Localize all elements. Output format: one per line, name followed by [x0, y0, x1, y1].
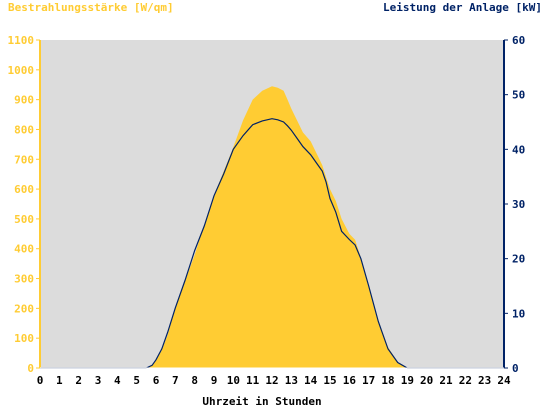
left-tick-label: 1000 [8, 64, 35, 77]
irradiance-area [40, 86, 504, 368]
axes-layer: 0100200300400500600700800900100011000102… [8, 34, 526, 387]
right-tick-label: 30 [512, 198, 525, 211]
x-tick-label: 2 [75, 374, 82, 387]
x-tick-label: 8 [191, 374, 198, 387]
left-axis-title: Bestrahlungsstärke [W/qm] [8, 1, 174, 14]
x-tick-label: 20 [420, 374, 433, 387]
left-tick-label: 700 [14, 153, 34, 166]
left-tick-label: 100 [14, 332, 34, 345]
x-tick-label: 24 [497, 374, 511, 387]
left-tick-label: 200 [14, 302, 34, 315]
right-tick-label: 0 [512, 362, 519, 375]
x-tick-label: 17 [362, 374, 375, 387]
x-axis-title: Uhrzeit in Stunden [202, 395, 321, 408]
x-tick-label: 7 [172, 374, 179, 387]
x-tick-label: 23 [478, 374, 491, 387]
right-tick-label: 40 [512, 143, 525, 156]
x-tick-label: 1 [56, 374, 63, 387]
left-tick-label: 300 [14, 273, 34, 286]
power-line [40, 118, 504, 369]
right-tick-label: 20 [512, 253, 525, 266]
left-tick-label: 1100 [8, 34, 35, 47]
x-tick-label: 13 [285, 374, 298, 387]
x-tick-label: 9 [211, 374, 218, 387]
x-tick-label: 15 [323, 374, 336, 387]
x-tick-label: 3 [95, 374, 102, 387]
x-tick-label: 10 [227, 374, 240, 387]
left-tick-label: 800 [14, 123, 34, 136]
x-tick-label: 0 [37, 374, 44, 387]
x-tick-label: 6 [153, 374, 160, 387]
right-tick-label: 50 [512, 89, 525, 102]
x-tick-label: 14 [304, 374, 318, 387]
x-tick-label: 5 [133, 374, 140, 387]
right-axis-title: Leistung der Anlage [kW] [383, 1, 542, 14]
right-tick-label: 60 [512, 34, 525, 47]
series-layer [40, 86, 504, 369]
x-tick-label: 12 [265, 374, 278, 387]
left-tick-label: 600 [14, 183, 34, 196]
right-tick-label: 10 [512, 307, 525, 320]
left-tick-label: 0 [27, 362, 34, 375]
x-tick-label: 4 [114, 374, 121, 387]
x-tick-label: 21 [439, 374, 453, 387]
x-tick-label: 16 [343, 374, 357, 387]
left-tick-label: 400 [14, 243, 34, 256]
x-tick-label: 18 [381, 374, 394, 387]
x-tick-label: 11 [246, 374, 260, 387]
x-tick-label: 22 [459, 374, 472, 387]
left-tick-label: 900 [14, 94, 34, 107]
left-tick-label: 500 [14, 213, 34, 226]
x-tick-label: 19 [401, 374, 414, 387]
